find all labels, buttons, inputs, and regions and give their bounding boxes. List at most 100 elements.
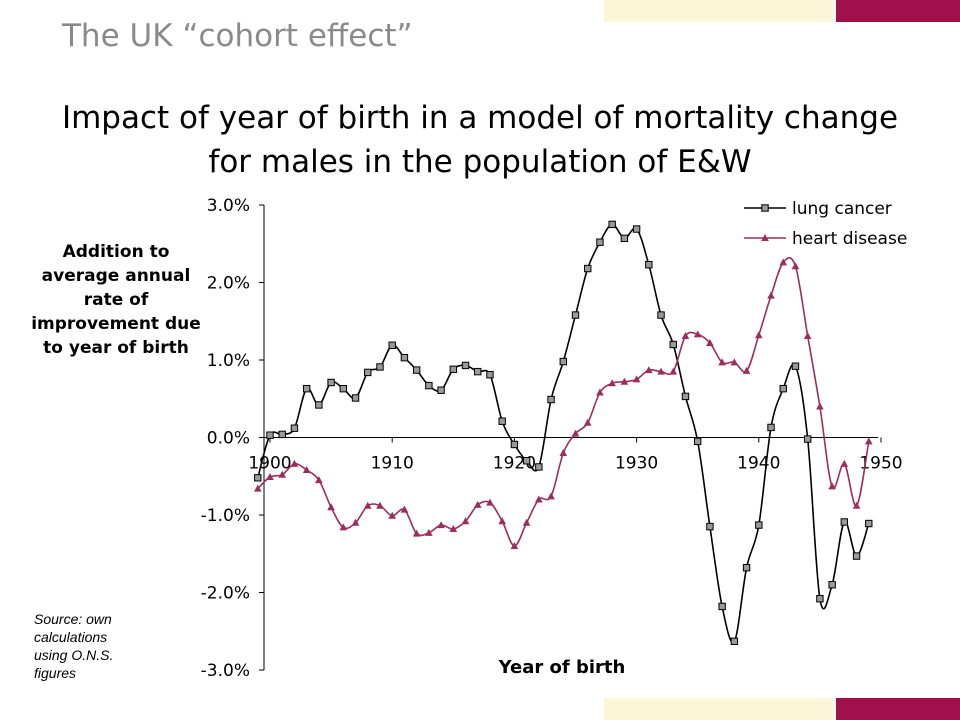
- data-point-lung-cancer: [437, 386, 445, 394]
- data-point-lung-cancer: [632, 225, 641, 233]
- data-point-lung-cancer: [486, 371, 494, 379]
- y-axis-label-line: Addition to: [62, 242, 170, 262]
- legend-marker-lung-cancer: [761, 204, 769, 212]
- data-point-lung-cancer: [376, 363, 384, 371]
- data-point-heart-disease: [522, 518, 531, 526]
- decorative-bar-cream-top: [604, 0, 834, 22]
- data-point-lung-cancer: [669, 340, 677, 349]
- data-point-heart-disease: [840, 459, 849, 467]
- y-axis-label-line: to year of birth: [43, 338, 189, 358]
- data-point-heart-disease: [706, 338, 714, 346]
- x-axis-label: Year of birth: [498, 657, 626, 678]
- data-point-heart-disease: [755, 331, 763, 339]
- data-point-heart-disease: [742, 366, 751, 374]
- data-point-lung-cancer: [388, 341, 396, 349]
- y-tick-label: 3.0%: [207, 196, 250, 216]
- data-point-heart-disease: [461, 517, 470, 525]
- data-point-heart-disease: [864, 437, 873, 445]
- data-point-lung-cancer: [706, 522, 714, 531]
- data-point-lung-cancer: [742, 564, 751, 572]
- data-point-lung-cancer: [302, 384, 311, 393]
- data-point-heart-disease: [779, 258, 788, 266]
- x-tick-label: 1910: [371, 454, 414, 474]
- data-point-heart-disease: [730, 358, 739, 366]
- data-point-lung-cancer: [803, 435, 812, 443]
- x-tick-label: 1930: [615, 454, 658, 474]
- x-tick-label: 1950: [859, 454, 902, 474]
- data-point-lung-cancer: [290, 424, 299, 432]
- data-point-heart-disease: [645, 366, 653, 374]
- data-point-lung-cancer: [449, 365, 458, 374]
- data-point-heart-disease: [327, 503, 335, 511]
- y-tick-label: 2.0%: [207, 274, 250, 294]
- data-point-heart-disease: [437, 521, 445, 529]
- data-point-lung-cancer: [828, 581, 836, 589]
- data-point-heart-disease: [608, 379, 616, 387]
- data-point-heart-disease: [681, 331, 690, 339]
- data-point-heart-disease: [791, 262, 800, 270]
- data-point-lung-cancer: [657, 311, 665, 319]
- data-point-heart-disease: [535, 495, 543, 503]
- data-point-lung-cancer: [425, 381, 433, 390]
- data-point-heart-disease: [351, 518, 360, 526]
- data-point-heart-disease: [388, 511, 396, 519]
- data-point-heart-disease: [803, 331, 812, 339]
- data-point-heart-disease: [852, 501, 861, 509]
- data-point-heart-disease: [583, 418, 592, 426]
- data-point-lung-cancer: [474, 367, 482, 376]
- data-point-heart-disease: [412, 529, 421, 537]
- data-point-heart-disease: [510, 542, 519, 549]
- data-point-lung-cancer: [254, 474, 262, 482]
- data-point-lung-cancer: [535, 463, 543, 471]
- data-point-heart-disease: [632, 375, 641, 383]
- legend-marker-heart-disease: [761, 234, 769, 241]
- data-point-lung-cancer: [351, 394, 360, 402]
- chart-title: Impact of year of birth in a model of mo…: [0, 96, 960, 184]
- data-point-heart-disease: [290, 459, 299, 467]
- data-point-lung-cancer: [852, 552, 861, 560]
- decorative-bar-red-bottom: [836, 698, 960, 720]
- y-tick-label: -3.0%: [201, 661, 250, 681]
- data-point-lung-cancer: [412, 366, 421, 374]
- data-point-heart-disease: [571, 429, 580, 437]
- data-point-lung-cancer: [681, 392, 690, 401]
- decorative-bar-cream-bottom: [604, 698, 834, 720]
- data-point-heart-disease: [669, 367, 678, 375]
- data-point-heart-disease: [816, 402, 824, 410]
- data-point-heart-disease: [473, 500, 482, 508]
- data-point-heart-disease: [425, 528, 433, 536]
- data-point-lung-cancer: [571, 311, 580, 319]
- data-point-lung-cancer: [339, 384, 348, 393]
- data-point-heart-disease: [767, 291, 775, 299]
- data-point-lung-cancer: [559, 357, 567, 366]
- data-point-lung-cancer: [767, 423, 775, 432]
- data-point-heart-disease: [828, 482, 836, 490]
- data-point-lung-cancer: [779, 384, 787, 393]
- data-point-lung-cancer: [791, 362, 800, 370]
- data-point-heart-disease: [547, 492, 555, 500]
- data-point-heart-disease: [449, 524, 458, 532]
- y-tick-label: -1.0%: [201, 506, 250, 526]
- y-tick-label: 0.0%: [207, 429, 250, 449]
- data-point-lung-cancer: [694, 437, 702, 446]
- data-point-lung-cancer: [400, 353, 409, 362]
- data-point-heart-disease: [718, 358, 726, 366]
- data-point-heart-disease: [400, 505, 409, 513]
- data-point-lung-cancer: [510, 440, 519, 449]
- data-point-heart-disease: [657, 367, 665, 375]
- x-tick-label: 1940: [737, 454, 780, 474]
- series-line-lung-cancer: [257, 223, 870, 644]
- data-point-lung-cancer: [608, 220, 616, 229]
- data-point-lung-cancer: [266, 431, 274, 439]
- slide-title: The UK “cohort effect”: [62, 18, 413, 54]
- y-tick-label: -2.0%: [201, 584, 250, 604]
- data-point-heart-disease: [596, 388, 604, 396]
- data-point-heart-disease: [376, 501, 384, 509]
- data-point-lung-cancer: [755, 521, 763, 529]
- legend-label-lung-cancer: lung cancer: [792, 199, 892, 219]
- data-point-heart-disease: [620, 377, 629, 385]
- data-point-heart-disease: [278, 470, 287, 478]
- y-axis-label-line: rate of: [83, 290, 149, 310]
- chart-title-line-2: for males in the population of E&W: [208, 144, 752, 180]
